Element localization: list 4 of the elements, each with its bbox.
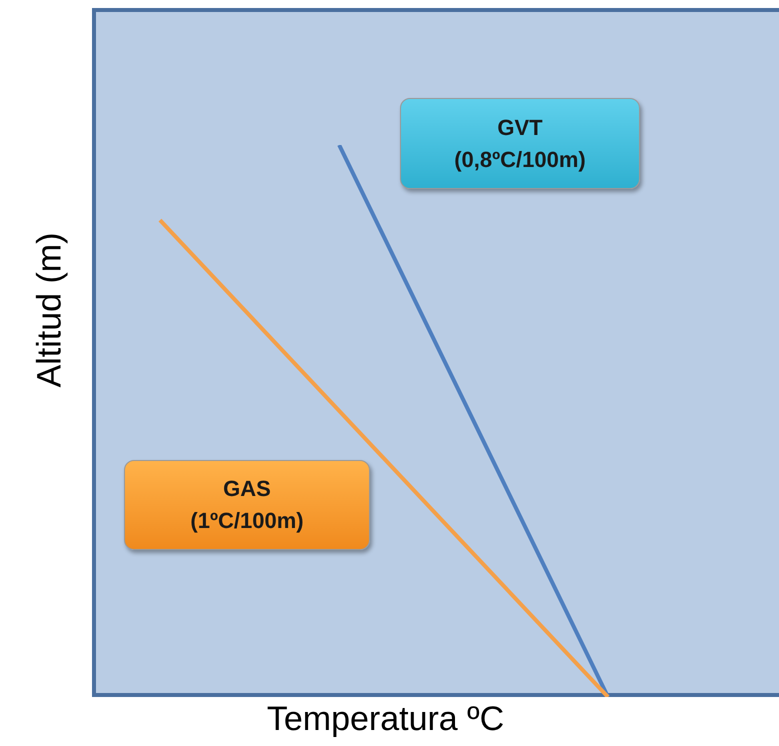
x-axis-title: Temperatura ºC <box>266 700 506 739</box>
callout-box: GAS (1ºC/100m) <box>124 460 370 550</box>
y-axis-title: Altitud (m) <box>30 232 70 388</box>
callout-box: GVT (0,8ºC/100m) <box>400 98 640 189</box>
